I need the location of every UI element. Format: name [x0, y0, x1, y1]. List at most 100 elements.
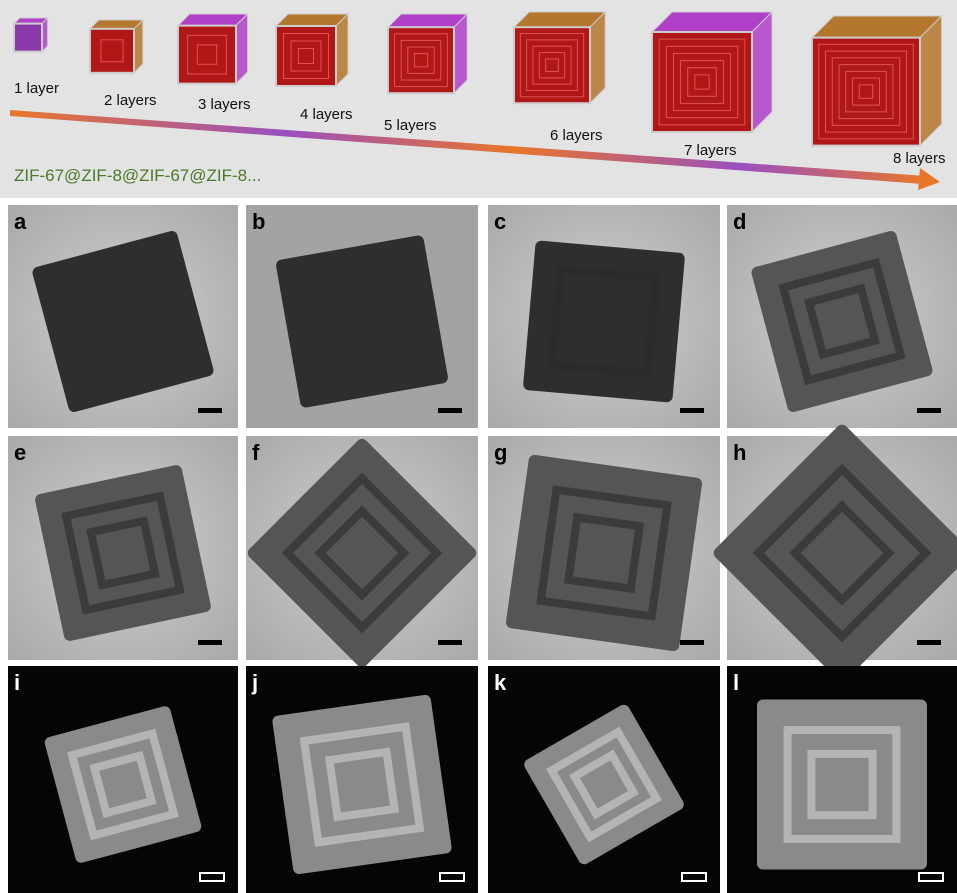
arrow-shaft	[10, 110, 925, 184]
cube-layer	[400, 39, 442, 81]
crystal-body	[272, 694, 452, 875]
crystal-layer	[281, 472, 443, 634]
scale-bar	[918, 872, 944, 882]
layer-label: 7 layers	[684, 142, 737, 159]
crystal	[713, 424, 957, 682]
cube-front	[13, 22, 43, 53]
crystal-layer	[314, 505, 410, 601]
panel-letter: a	[14, 209, 27, 234]
scale-bar	[680, 408, 704, 413]
panel: a	[8, 205, 238, 428]
cube-layer	[838, 64, 894, 120]
crystal-layer	[783, 726, 901, 843]
crystal-body	[757, 699, 927, 870]
crystal-layer	[546, 726, 662, 843]
cube-layer	[413, 53, 429, 68]
crystal	[35, 465, 211, 641]
crystal	[272, 694, 452, 875]
cube-top	[810, 15, 943, 39]
cube-side	[919, 14, 943, 147]
scale-bar	[438, 408, 462, 413]
crystal-body	[523, 240, 685, 403]
crystal-layer	[547, 265, 661, 378]
panel-letter: g	[494, 440, 507, 465]
panel-letter: l	[733, 670, 739, 695]
crystal-layer	[778, 257, 906, 386]
panel: f	[246, 436, 478, 668]
panel-letter: h	[733, 440, 746, 465]
scale-bar	[438, 640, 462, 645]
cube-layer	[545, 58, 559, 73]
crystal-layer	[61, 491, 185, 615]
formula: ZIF-67@ZIF-8@ZIF-67@ZIF-8...	[14, 166, 261, 185]
crystal	[505, 454, 703, 652]
crystal-body	[32, 230, 214, 413]
cube-side	[335, 12, 349, 88]
layer-label: 2 layers	[104, 92, 157, 109]
panel: k	[488, 666, 720, 893]
cube-layer	[818, 43, 914, 140]
crystal-layer	[299, 722, 425, 847]
panel: h	[713, 424, 957, 682]
cube-front	[275, 25, 337, 87]
crystal-body	[35, 465, 211, 641]
cube-side	[751, 10, 773, 134]
crystal-layer	[536, 485, 672, 621]
crystal-layer	[324, 747, 400, 822]
cube-front	[387, 26, 455, 95]
cube-top	[650, 11, 774, 33]
panel-letter: b	[252, 209, 265, 234]
cube-front	[513, 26, 591, 105]
cube-layer	[831, 57, 901, 126]
cube-layer	[672, 52, 732, 112]
cube-front	[89, 27, 135, 74]
panel: g	[488, 436, 720, 660]
panel-letter: f	[252, 440, 260, 465]
cube-layer	[845, 70, 887, 113]
cube-layer	[852, 77, 880, 106]
scale-bar	[198, 408, 222, 413]
layer-label: 8 layers	[893, 150, 946, 167]
crystal	[32, 230, 214, 413]
cube-layer	[394, 33, 448, 88]
cube-layer	[283, 33, 329, 79]
layer-label: 6 layers	[550, 127, 603, 144]
cube-top	[512, 11, 607, 28]
crystal-body	[247, 438, 477, 668]
cube-layer	[665, 45, 739, 119]
cube-layer	[694, 74, 710, 90]
crystal-layer	[67, 728, 179, 841]
crystal-layer	[563, 512, 645, 594]
panel: j	[246, 666, 478, 893]
cube-layer	[680, 60, 724, 104]
cube-layer	[519, 33, 585, 98]
crystal	[757, 699, 927, 870]
cube-layer	[407, 46, 435, 74]
crystal-layer	[752, 463, 932, 643]
cube-layer	[100, 39, 124, 63]
crystal	[751, 230, 933, 413]
cube-layer	[687, 67, 717, 97]
panel: d	[727, 205, 957, 428]
cube-layer	[187, 34, 227, 75]
panel-letter: i	[14, 670, 20, 695]
crystal-body	[751, 230, 933, 413]
cube-front	[177, 24, 237, 85]
scale-bar	[439, 872, 465, 882]
cube-layer	[658, 38, 746, 126]
crystal	[247, 438, 477, 668]
cube-layer	[858, 84, 874, 99]
panel-letter: c	[494, 209, 506, 234]
scale-bar	[199, 872, 225, 882]
crystal-layer	[86, 516, 160, 590]
panel-letter: d	[733, 209, 746, 234]
crystal-body	[505, 454, 703, 652]
cube-front	[651, 31, 753, 133]
crystal	[44, 706, 202, 863]
crystal-body	[524, 704, 684, 865]
scale-bar	[680, 640, 704, 645]
scale-bar	[917, 408, 941, 413]
cube-layer	[196, 44, 218, 65]
